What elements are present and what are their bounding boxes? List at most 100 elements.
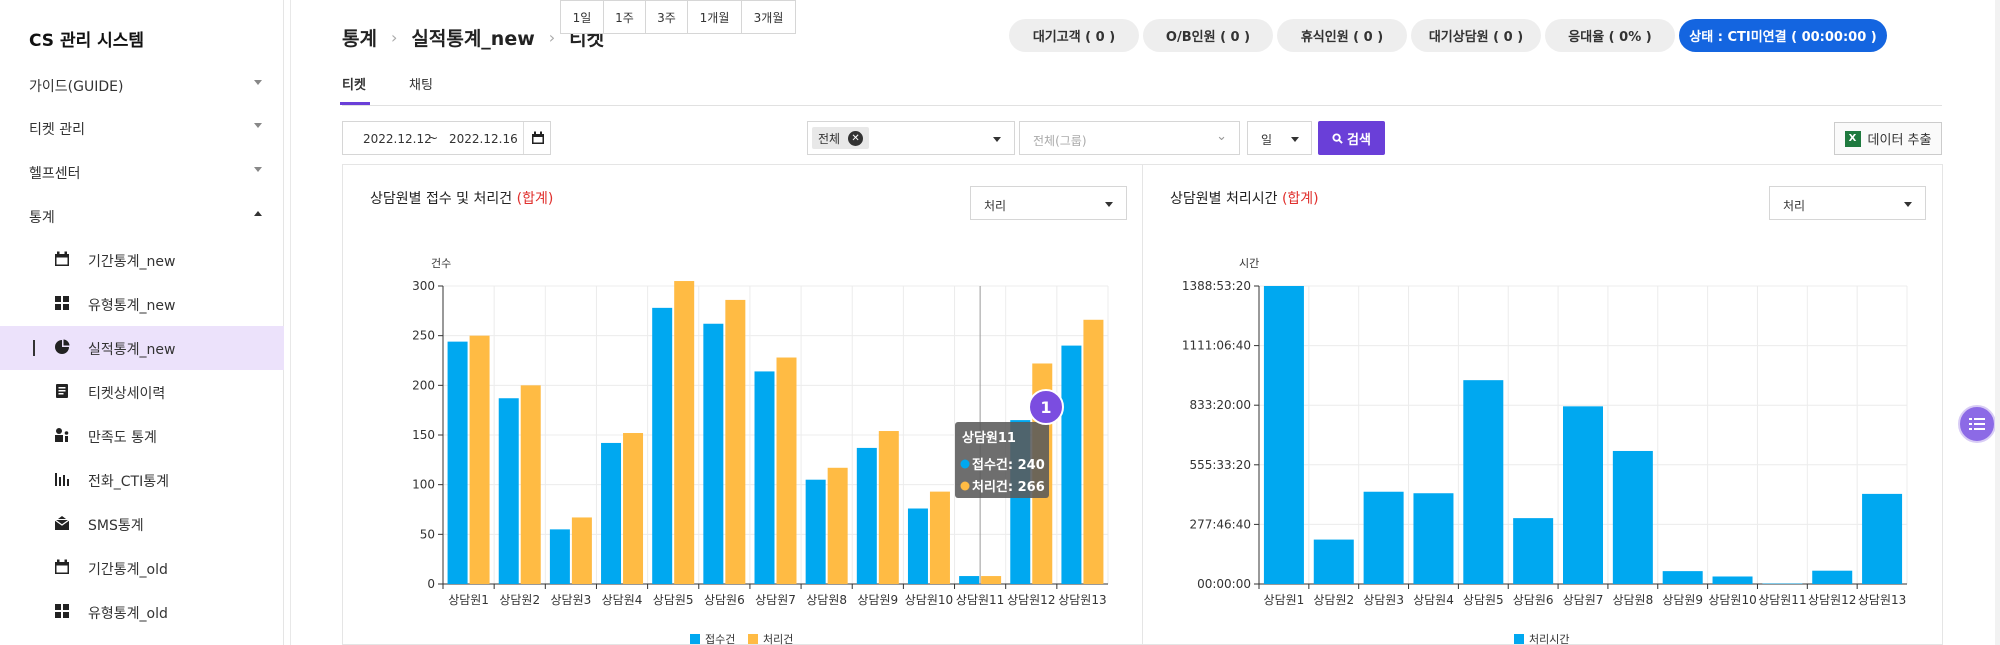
excel-icon: X [1844,130,1861,147]
sidebar-subitem-1[interactable]: 유형통계_new [0,282,284,326]
range-1day-button[interactable]: 1일 [560,0,604,34]
bar-processed [571,517,592,584]
bar-received [1061,345,1082,584]
date-range-picker[interactable]: 2022.12.12 ~ 2022.12.16 [342,121,551,155]
sidebar-subitem-label: 기간통계_old [88,562,168,578]
sidebar-menu-2[interactable]: 헬프센터 [0,154,284,190]
y-tick-label: 555:33:20 [1189,458,1251,472]
x-tick-label: 상담원11 [956,593,1004,607]
y-tick-label: 100 [412,478,435,492]
bar-processing-time [1463,380,1504,584]
tab-ticket[interactable]: 티켓 [340,74,370,105]
bar-processing-time [1563,406,1603,584]
sidebar-subitem-0[interactable]: 기간통계_new [0,238,284,282]
sidebar-subitem-2[interactable]: 실적통계_new [0,326,284,370]
x-tick-label: 상담원13 [1058,593,1106,607]
legend-label: 처리시간 [1529,633,1569,645]
breadcrumb-item[interactable]: 실적통계_new [411,28,535,50]
y-tick-label: 200 [412,378,435,392]
chevron-down-icon [254,167,262,172]
breadcrumb-item[interactable]: 통계 [342,28,377,50]
bar-received [601,442,622,584]
panel-title-text: 상담원별 접수 및 처리건 [370,191,513,207]
group-multiselect[interactable]: 전체 ✕ [807,121,1015,155]
chevron-down-icon [1904,202,1912,207]
y-axis-label: 시간 [1239,257,1259,270]
group-select-placeholder: 전체(그룹) [1033,134,1087,148]
y-tick-label: 150 [412,428,435,442]
chevron-down-icon [254,123,262,128]
bar-received [907,508,928,584]
bar-chart-processing-time: 00:00:00 277:46:40 555:33:20 833:20:00 1111:… [1182,257,1908,645]
chart-metric-select[interactable]: 처리 [1769,186,1926,220]
calendar-icon [54,251,70,267]
chevron-up-icon [254,211,262,216]
sidebar-subitem-6[interactable]: SMS통계 [0,502,284,546]
x-tick-label: 상담원5 [653,593,694,607]
sidebar-subitem-label: 유형통계_new [88,298,176,314]
chevron-right-icon: › [548,28,556,47]
bar-received [498,398,519,584]
x-tick-label: 상담원10 [1708,593,1756,607]
sidebar-subitem-label: 실적통계_new [88,342,176,358]
x-tick-label: 상담원4 [602,593,643,607]
legend-label: 접수건 [705,633,735,645]
sidebar-subitem-5[interactable]: 전화_CTI통계 [0,458,284,502]
bar-processing-time [1513,518,1554,584]
range-1month-button[interactable]: 1개월 [687,0,742,34]
sidebar-subitem-8[interactable]: 유형통계_old [0,590,284,634]
export-data-button[interactable]: X 데이터 추출 [1834,122,1942,155]
sidebar-menu-1[interactable]: 티켓 관리 [0,110,284,146]
chart-metric-select[interactable]: 처리 [970,186,1127,220]
unit-select[interactable]: 일 [1247,121,1312,155]
status-resting-agents: 휴식인원 ( 0 ) [1277,19,1407,52]
search-button-label: 검색 [1347,132,1371,148]
range-3month-button[interactable]: 3개월 [741,0,796,34]
app-title: CS 관리 시스템 [29,31,145,51]
x-tick-label: 상담원12 [1808,593,1856,607]
cti-status-button[interactable]: 상태 : CTI미연결 ( 00:00:00 ) [1679,19,1887,52]
x-tick-label: 상담원10 [905,593,953,607]
search-button[interactable]: 검색 [1318,121,1385,155]
bar-received [549,529,570,584]
bar-processing-time [1313,539,1354,584]
x-tick-label: 상담원7 [755,593,796,607]
x-tick-label: 상담원3 [1363,593,1404,607]
tab-chat[interactable]: 채팅 [409,78,433,93]
tooltip-box [955,422,1049,498]
sidebar-subitem-7[interactable]: 기간통계_old [0,546,284,590]
sidebar-subitem-4[interactable]: 만족도 통계 [0,414,284,458]
date-from: 2022.12.12 [363,132,432,146]
calendar-icon[interactable] [523,122,551,154]
y-tick-label: 1111:06:40 [1182,339,1251,353]
sidebar-subitem-label: 기간통계_new [88,254,176,270]
remove-tag-icon[interactable]: ✕ [848,130,864,146]
list-icon [1969,418,1985,430]
bar-received [652,307,673,584]
range-3week-button[interactable]: 3주 [645,0,688,34]
x-tick-label: 상담원13 [1858,593,1906,607]
document-icon [54,383,70,399]
sidebar-subitem-3[interactable]: 티켓상세이력 [0,370,284,414]
bar-processed [674,281,695,584]
tooltip-line: 처리건: 266 [972,479,1045,495]
y-tick-label: 833:20:00 [1189,398,1251,412]
y-tick-label: 300 [412,279,435,293]
x-tick-label: 상담원3 [551,593,592,607]
group-tag: 전체 ✕ [812,127,870,149]
range-1week-button[interactable]: 1주 [603,0,646,34]
floating-menu-button[interactable] [1958,405,1996,443]
sidebar-menu-label: 티켓 관리 [29,122,85,138]
sidebar-menu-3[interactable]: 통계 [0,198,284,234]
group-select[interactable]: 전체(그룹) ⌄ [1019,121,1240,155]
chart-panel-processing-time: 상담원별 처리시간 (합계) 처리 00:00:00 277:46:40 555:3… [1142,164,1943,645]
mail-icon [54,515,70,531]
satisfaction-icon [54,427,70,443]
sidebar-menu-0[interactable]: 가이드(GUIDE) [0,67,284,103]
status-ob-agents: O/B인원 ( 0 ) [1143,19,1273,52]
tooltip-marker [960,459,970,469]
panel-title: 상담원별 처리시간 (합계) [1170,188,1319,208]
bar-processing-time [1363,491,1404,584]
y-tick-label: 250 [412,329,435,343]
page-scrollbar[interactable] [1995,0,2000,645]
